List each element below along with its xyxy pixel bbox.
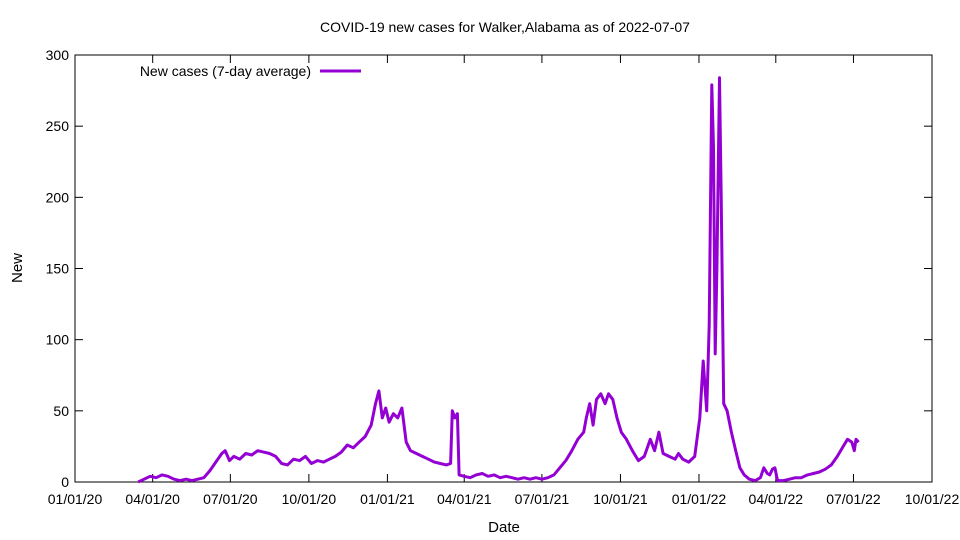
series-line-new-cases [137, 76, 860, 484]
y-axis-label: New [9, 253, 26, 283]
plot-frame [74, 54, 933, 483]
x-tick-label: 10/01/21 [593, 491, 648, 507]
x-tick-label: 04/01/22 [749, 491, 804, 507]
y-tick-label: 50 [53, 403, 69, 419]
y-tick-label: 0 [61, 474, 69, 490]
y-tick-label: 250 [46, 118, 70, 134]
x-tick-label: 10/01/20 [282, 491, 337, 507]
x-tick-label: 07/01/21 [515, 491, 570, 507]
x-tick-label: 04/01/20 [125, 491, 180, 507]
x-tick-label: 07/01/20 [203, 491, 258, 507]
x-tick-label: 10/01/22 [905, 491, 960, 507]
y-axis: 0 50 100 150 200 250 300 [46, 47, 932, 490]
x-tick-label: 01/01/22 [672, 491, 727, 507]
y-tick-label: 200 [46, 189, 70, 205]
y-tick-label: 100 [46, 332, 70, 348]
x-axis-label: Date [488, 519, 520, 536]
x-tick-label: 04/01/21 [437, 491, 492, 507]
legend-label: New cases (7-day average) [140, 63, 311, 79]
x-tick-label: 07/01/22 [826, 491, 881, 507]
y-tick-label: 150 [46, 261, 70, 277]
chart-title: COVID-19 new cases for Walker,Alabama as… [320, 19, 690, 35]
x-axis: 01/01/20 04/01/20 07/01/20 10/01/20 01/01/21… [48, 55, 960, 507]
legend: New cases (7-day average) [140, 63, 361, 79]
y-tick-label: 300 [46, 47, 70, 63]
x-tick-label: 01/01/21 [360, 491, 415, 507]
x-tick-label: 01/01/20 [48, 491, 103, 507]
